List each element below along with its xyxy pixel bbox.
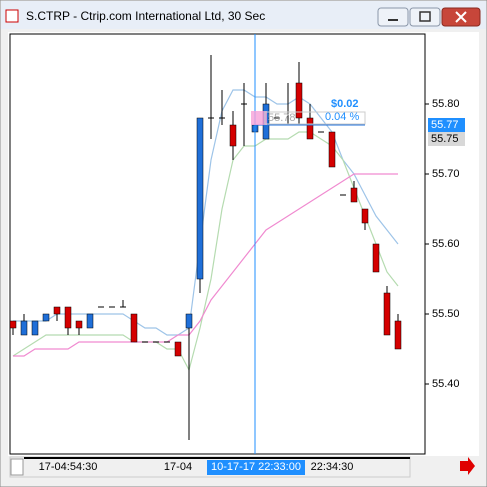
- candle-body: [229, 124, 237, 147]
- indicator-line: [13, 173, 398, 357]
- candle-body: [86, 313, 94, 329]
- plot-area: [9, 33, 426, 455]
- maximize-button[interactable]: [409, 7, 441, 27]
- y-tick-label: 55.40: [432, 378, 460, 390]
- candle-body: [372, 243, 380, 273]
- y-tick-label: 55.50: [432, 308, 460, 320]
- crosshair-marker: [251, 111, 267, 125]
- x-crosshair-label: 10-17-17 22:33:00: [211, 461, 301, 473]
- candle-body: [383, 292, 391, 336]
- change-annotation: $0.02: [331, 98, 359, 110]
- candle-body: [130, 313, 138, 343]
- candle-body: [295, 82, 303, 119]
- candle-body: [53, 306, 61, 315]
- crosshair-value: 55.78: [268, 112, 296, 124]
- candle-body: [196, 117, 204, 280]
- x-tick-label: 17-04: [164, 461, 192, 473]
- percent-annotation: 0.04 %: [325, 111, 359, 123]
- y-tick-label: 55.80: [432, 98, 460, 110]
- scroll-right-arrow[interactable]: [460, 457, 475, 475]
- x-tick-label: 22:34:30: [311, 461, 354, 473]
- candle-body: [31, 320, 39, 336]
- y-tick-label: 55.70: [432, 168, 460, 180]
- candle-body: [75, 320, 83, 329]
- close-icon: [455, 11, 467, 23]
- candle-body: [394, 320, 402, 350]
- y-tick-label: 55.60: [432, 238, 460, 250]
- x-crosshair-box: [207, 460, 305, 475]
- candle-body: [328, 131, 336, 168]
- price-marker-label: 55.77: [431, 119, 459, 131]
- candle-body: [361, 208, 369, 224]
- window-title: S.CTRP - Ctrip.com International Ltd, 30…: [26, 9, 265, 23]
- candle-body: [64, 306, 72, 329]
- candle-body: [42, 313, 50, 322]
- candle-body: [174, 341, 182, 357]
- price-marker-box: [428, 132, 465, 146]
- candle-body: [20, 320, 28, 336]
- candle-body: [9, 320, 17, 329]
- candle-body: [306, 117, 314, 140]
- crosshair-value-box: [264, 111, 366, 125]
- price-marker-box: [428, 118, 465, 132]
- app-icon: [5, 9, 19, 23]
- x-tick-label: 17-04:54:30: [39, 461, 98, 473]
- minimize-button[interactable]: [377, 7, 409, 27]
- maximize-icon: [419, 11, 431, 22]
- candle-body: [185, 313, 193, 329]
- scroll-thumb[interactable]: [10, 458, 24, 476]
- price-marker-label: 55.75: [431, 133, 459, 145]
- candle-body: [350, 187, 358, 203]
